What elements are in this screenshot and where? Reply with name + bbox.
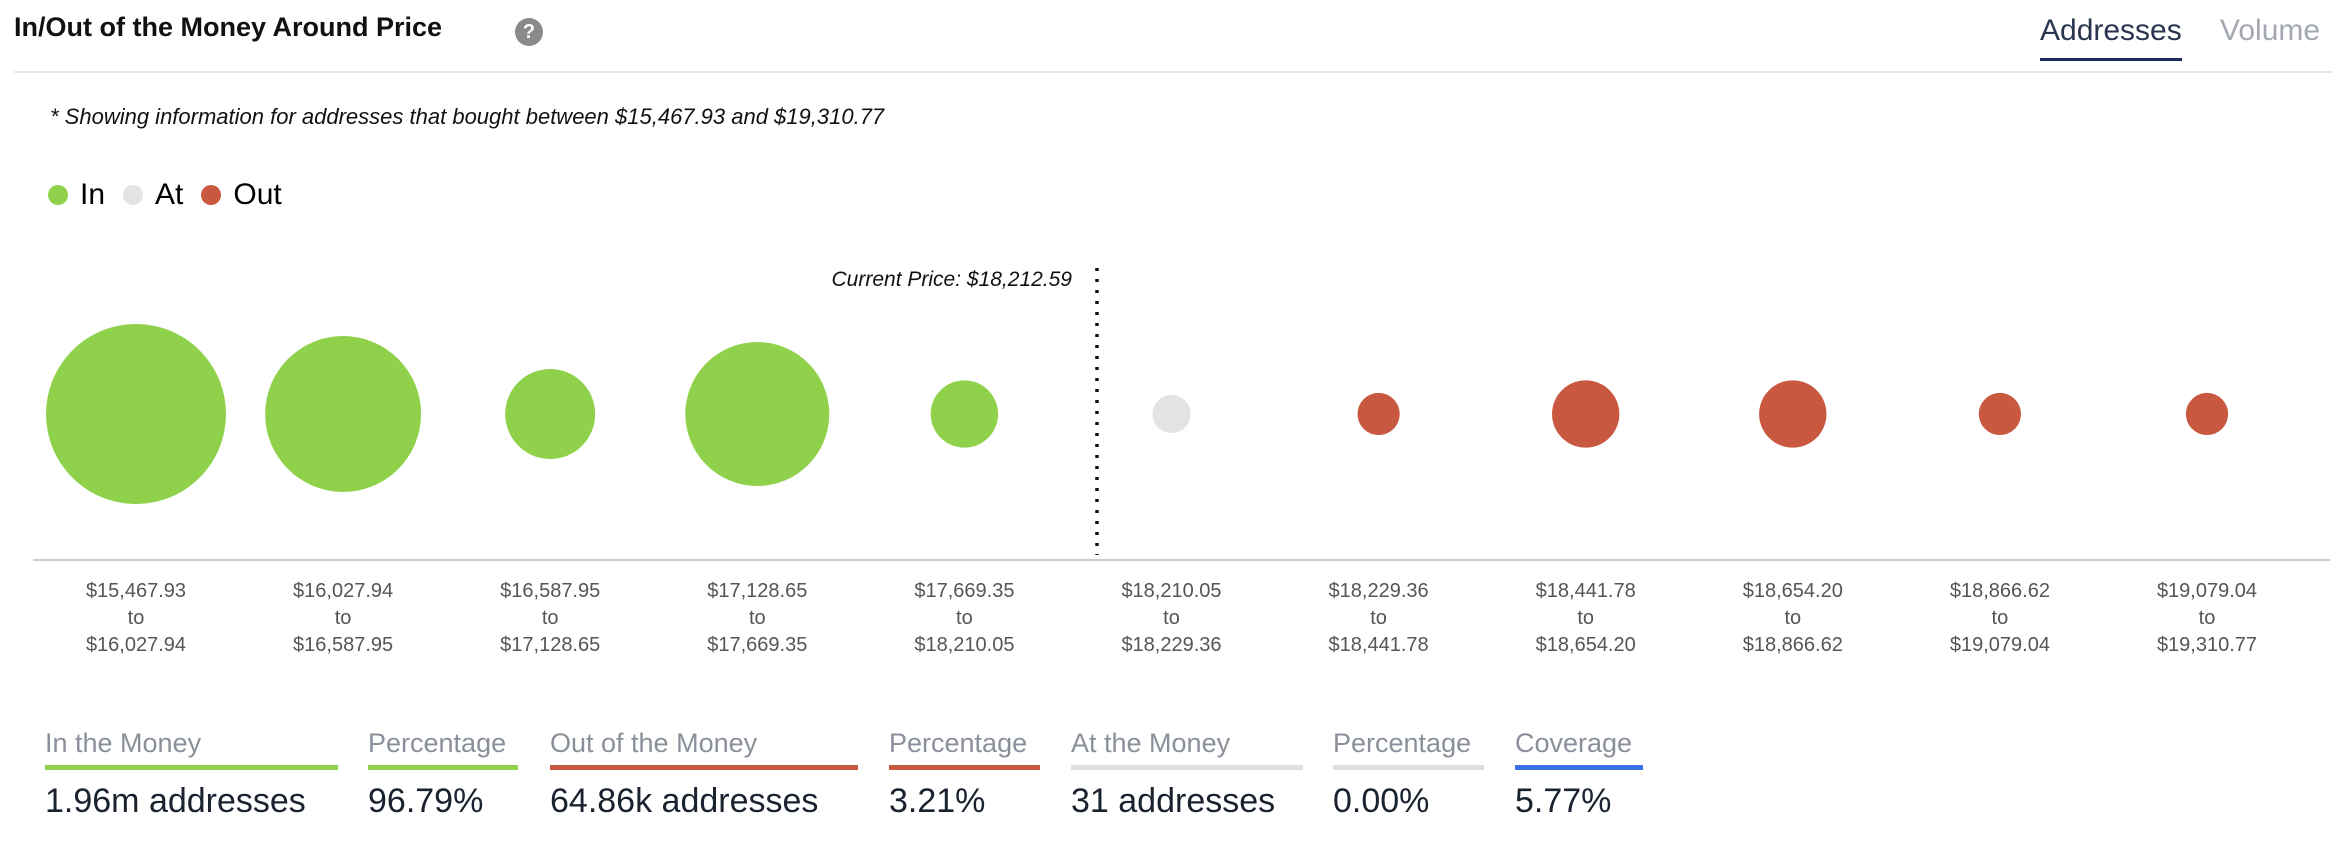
stat-4: At the Money 31 addresses — [1071, 728, 1303, 821]
bubble-out — [1759, 380, 1827, 448]
legend-out[interactable]: Out — [201, 178, 282, 212]
tab-volume[interactable]: Volume — [2220, 14, 2321, 47]
bubble-at — [1152, 394, 1191, 434]
bin-label-to-word: to — [1370, 607, 1387, 629]
bin-label-to: $18,654.20 — [1536, 634, 1636, 656]
header-divider — [14, 71, 2332, 73]
bin-label-from: $16,587.95 — [500, 580, 600, 602]
tab-addresses[interactable]: Addresses — [2040, 14, 2182, 61]
bubble-in — [930, 380, 999, 448]
bin-label-to-word: to — [335, 607, 352, 629]
legend-in-dot — [48, 185, 68, 205]
stat-value: 1.96m addresses — [45, 782, 306, 820]
bin-label-from: $16,027.94 — [293, 580, 393, 602]
legend-at[interactable]: At — [123, 178, 183, 212]
bin-label-to-word: to — [956, 607, 973, 629]
range-note: * Showing information for addresses that… — [50, 104, 885, 129]
current-price-label: Current Price: $18,212.59 — [832, 268, 1073, 291]
bubble-in — [46, 324, 226, 504]
bubble-chart: Current Price: $18,212.59 $15,467.93 to $16… — [33, 268, 2330, 656]
legend-at-label: At — [155, 178, 184, 211]
stat-label: At the Money — [1071, 728, 1231, 758]
legend-in-label: In — [80, 178, 106, 211]
bin-label-to: $16,587.95 — [293, 634, 393, 656]
stat-6: Coverage 5.77% — [1515, 728, 1643, 821]
stat-value: 3.21% — [889, 782, 986, 820]
stat-label: Out of the Money — [550, 728, 758, 758]
bin-label-from: $17,669.35 — [914, 580, 1014, 602]
bin-label-from: $18,866.62 — [1950, 580, 2050, 602]
bin-label-to-word: to — [1163, 607, 1180, 629]
stat-label: In the Money — [45, 728, 202, 758]
bin-label-to-word: to — [1784, 607, 1801, 629]
stat-3: Percentage 3.21% — [889, 728, 1040, 821]
stat-5: Percentage 0.00% — [1333, 728, 1484, 821]
stat-bar — [368, 765, 518, 770]
stat-2: Out of the Money 64.86k addresses — [550, 728, 858, 821]
bubble-in — [265, 336, 422, 492]
stat-bar — [45, 765, 338, 770]
bin-label-to: $18,866.62 — [1743, 634, 1843, 656]
stat-value: 5.77% — [1515, 782, 1612, 820]
bin-label-to-word: to — [2199, 607, 2216, 629]
legend-at-dot — [123, 185, 144, 205]
bin-label-to: $18,441.78 — [1329, 634, 1429, 656]
stat-value: 31 addresses — [1071, 782, 1276, 820]
bin-label-to-word: to — [749, 607, 766, 629]
stat-0: In the Money 1.96m addresses — [45, 728, 338, 821]
widget-title: In/Out of the Money Around Price — [14, 12, 443, 42]
bin-label-to-word: to — [128, 607, 145, 629]
bin-label-from: $15,467.93 — [86, 580, 186, 602]
stat-bar — [889, 765, 1040, 770]
bubble-out — [1978, 392, 2022, 436]
bubble-out — [1552, 380, 1620, 448]
stat-label: Coverage — [1515, 728, 1633, 758]
bin-label-to-word: to — [542, 607, 559, 629]
stat-value: 64.86k addresses — [550, 782, 819, 820]
bin-label-from: $18,229.36 — [1329, 580, 1429, 602]
stat-bar — [1333, 765, 1484, 770]
stat-1: Percentage 96.79% — [368, 728, 518, 821]
legend-out-dot — [201, 185, 222, 205]
bin-label-to: $19,079.04 — [1950, 634, 2050, 656]
bin-label-from: $18,441.78 — [1536, 580, 1636, 602]
bin-label-from: $19,079.04 — [2157, 580, 2257, 602]
help-icon[interactable]: ? — [515, 18, 543, 46]
bubble-in — [685, 342, 830, 486]
stat-bar — [550, 765, 858, 770]
legend-out-label: Out — [233, 178, 282, 211]
bin-label-from: $17,128.65 — [707, 580, 807, 602]
bin-label-to: $16,027.94 — [86, 634, 186, 656]
bin-label-to: $19,310.77 — [2157, 634, 2257, 656]
stat-value: 96.79% — [368, 782, 484, 820]
legend-in[interactable]: In — [48, 178, 105, 212]
bubble-out — [1357, 392, 1400, 436]
stat-label: Percentage — [889, 728, 1028, 758]
bin-label-to: $17,669.35 — [707, 634, 807, 656]
bin-label-to: $18,229.36 — [1121, 634, 1221, 656]
stat-bar — [1071, 765, 1303, 770]
stat-value: 0.00% — [1333, 782, 1430, 820]
bin-label-to: $17,128.65 — [500, 634, 600, 656]
stat-label: Percentage — [1333, 728, 1472, 758]
bin-label-from: $18,210.05 — [1121, 580, 1221, 602]
stat-label: Percentage — [368, 728, 507, 758]
bin-label-from: $18,654.20 — [1743, 580, 1843, 602]
bubble-out — [2185, 392, 2229, 436]
bin-label-to: $18,210.05 — [914, 634, 1014, 656]
bin-label-to-word: to — [1577, 607, 1594, 629]
stat-bar — [1515, 765, 1643, 770]
legend: In At Out — [48, 178, 282, 212]
bin-label-to-word: to — [1992, 607, 2009, 629]
bubble-in — [505, 369, 596, 459]
